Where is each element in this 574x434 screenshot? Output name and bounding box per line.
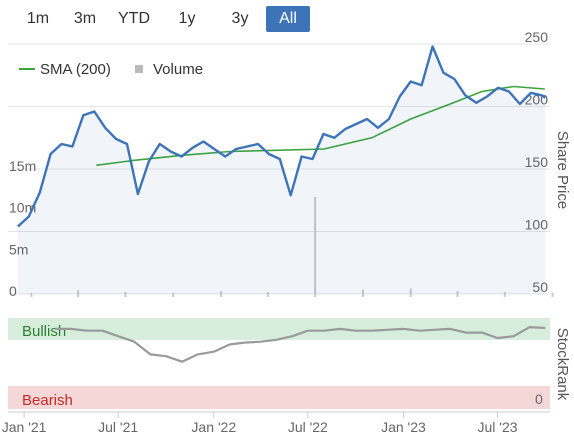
volume-bar <box>77 290 80 297</box>
price-line <box>17 45 546 228</box>
x-tick-label: Jan '22 <box>191 419 236 434</box>
range-button-1m[interactable]: 1m <box>26 10 50 27</box>
volume-bars <box>30 197 554 297</box>
price-axis-labels: 50100150200250 <box>525 29 549 295</box>
volume-tick-label: 15m <box>9 158 36 174</box>
bearish-band <box>8 386 550 409</box>
stockrank-line <box>54 326 546 363</box>
rank-axis-title: StockRank <box>554 328 571 401</box>
price-tick-label: 150 <box>525 154 549 170</box>
x-tick-label: Jan '23 <box>381 419 426 434</box>
volume-bar <box>30 292 33 297</box>
range-selector: 1m 3m YTD 1y 3y All <box>14 6 310 34</box>
price-tick-label: 50 <box>532 279 548 295</box>
volume-tick-label: 5m <box>9 241 28 257</box>
volume-bar <box>503 292 506 297</box>
volume-axis-labels: 0 5m 10m 15m <box>9 158 36 299</box>
price-tick-label: 100 <box>525 217 549 233</box>
price-tick-label: 250 <box>525 29 549 45</box>
price-gridlines <box>8 43 550 295</box>
price-axis-title: Share Price <box>554 131 571 209</box>
range-button-ytd[interactable]: YTD <box>118 10 150 27</box>
legend-volume-label: Volume <box>153 61 203 78</box>
bullish-label: Bullish <box>22 323 66 340</box>
x-tick-label: Jul '23 <box>477 419 517 434</box>
volume-bar <box>220 291 223 297</box>
x-tick-label: Jul '22 <box>288 419 328 434</box>
x-axis-ticks: Jan '21 Jul '21 Jan '22 Jul '22 Jan '23 Jul '… <box>2 412 518 434</box>
sma-line <box>96 85 545 167</box>
range-button-1y[interactable]: 1y <box>178 10 196 27</box>
volume-tick-label: 10m <box>9 200 36 216</box>
range-button-all[interactable]: All <box>266 6 310 32</box>
volume-bar <box>314 197 317 297</box>
volume-tick-label: 0 <box>9 283 17 299</box>
volume-bar <box>172 292 175 297</box>
bearish-label: Bearish <box>22 392 73 409</box>
legend-sma-label: SMA (200) <box>40 61 111 78</box>
legend-volume-swatch <box>135 65 143 73</box>
price-area <box>17 46 546 294</box>
rank-zero-label: 0 <box>535 391 543 407</box>
volume-bar <box>266 292 269 297</box>
volume-bar <box>551 292 554 297</box>
x-tick-label: Jan '21 <box>2 419 47 434</box>
volume-bar <box>409 288 412 297</box>
range-button-3m[interactable]: 3m <box>73 10 97 27</box>
volume-bar <box>361 289 364 297</box>
x-tick-label: Jul '21 <box>98 419 138 434</box>
volume-bar <box>456 291 459 297</box>
range-button-3y[interactable]: 3y <box>231 10 249 27</box>
volume-bar <box>124 292 127 297</box>
bullish-band <box>8 318 550 340</box>
